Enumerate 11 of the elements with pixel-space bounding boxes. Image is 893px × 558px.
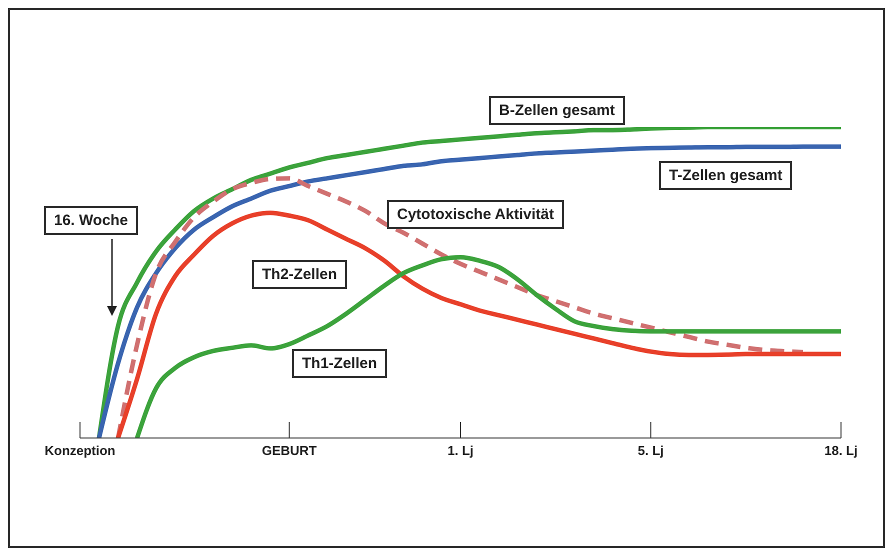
series-label: B-Zellen gesamt xyxy=(489,96,625,125)
x-tick-label: Konzeption xyxy=(44,443,116,458)
x-tick-label: 5. Lj xyxy=(638,443,664,458)
series-label: Cytotoxische Aktivität xyxy=(387,200,564,229)
x-tick-label: 18. Lj xyxy=(824,443,858,458)
series-label: T-Zellen gesamt xyxy=(659,161,792,190)
series-label: Th1-Zellen xyxy=(292,349,388,378)
x-tick-label: 1. Lj xyxy=(447,443,474,458)
series-label: Th2-Zellen xyxy=(252,260,348,289)
annotation: 16. Woche xyxy=(44,206,138,235)
x-tick-label: GEBURT xyxy=(262,443,317,458)
